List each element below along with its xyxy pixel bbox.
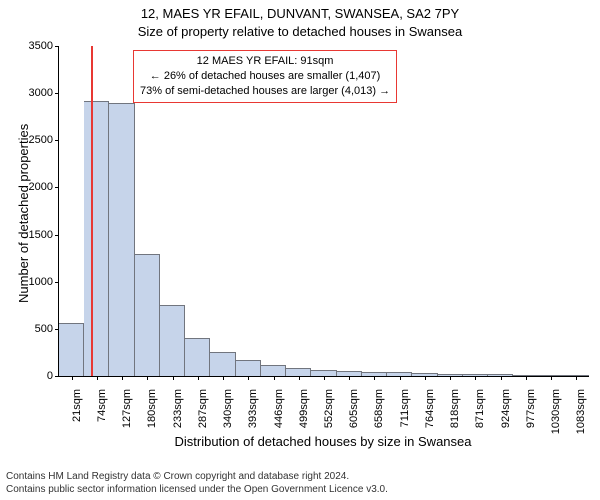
x-tick-mark — [299, 376, 300, 380]
chart-title-main: 12, MAES YR EFAIL, DUNVANT, SWANSEA, SA2… — [0, 6, 600, 21]
chart-title-sub: Size of property relative to detached ho… — [0, 24, 600, 39]
x-tick-mark — [173, 376, 174, 380]
x-tick-label: 74sqm — [96, 388, 108, 422]
x-tick-mark — [400, 376, 401, 380]
footer-line-1: Contains HM Land Registry data © Crown c… — [6, 471, 388, 484]
y-tick-mark — [55, 140, 59, 141]
x-tick-label: 340sqm — [222, 388, 234, 428]
x-tick-mark — [248, 376, 249, 380]
histogram-bar — [160, 305, 185, 376]
annotation-line: ← 26% of detached houses are smaller (1,… — [140, 69, 390, 84]
annotation-box: 12 MAES YR EFAIL: 91sqm← 26% of detached… — [133, 50, 397, 103]
x-tick-mark — [147, 376, 148, 380]
x-tick-label: 711sqm — [399, 388, 411, 427]
histogram-bar — [84, 101, 109, 376]
annotation-line: 73% of semi-detached houses are larger (… — [140, 84, 390, 99]
x-tick-label: 871sqm — [474, 388, 486, 428]
x-tick-label: 818sqm — [449, 388, 461, 428]
x-tick-label: 1083sqm — [575, 388, 587, 434]
x-tick-label: 658sqm — [373, 388, 385, 428]
y-tick-mark — [55, 93, 59, 94]
x-tick-mark — [274, 376, 275, 380]
x-tick-label: 127sqm — [121, 388, 133, 428]
footer-attribution: Contains HM Land Registry data © Crown c… — [6, 471, 388, 496]
x-tick-mark — [72, 376, 73, 380]
x-tick-mark — [576, 376, 577, 380]
x-tick-label: 233sqm — [172, 388, 184, 428]
footer-line-2: Contains public sector information licen… — [6, 484, 388, 497]
x-tick-mark — [450, 376, 451, 380]
y-tick-mark — [55, 376, 59, 377]
x-tick-mark — [122, 376, 123, 380]
chart-container: 12, MAES YR EFAIL, DUNVANT, SWANSEA, SA2… — [0, 0, 600, 500]
x-tick-mark — [526, 376, 527, 380]
y-tick-mark — [55, 46, 59, 47]
histogram-bar — [109, 103, 134, 376]
x-tick-mark — [349, 376, 350, 380]
histogram-bar — [59, 323, 84, 376]
annotation-line: 12 MAES YR EFAIL: 91sqm — [140, 54, 390, 69]
x-tick-mark — [324, 376, 325, 380]
x-tick-label: 287sqm — [197, 388, 209, 428]
x-axis-label: Distribution of detached houses by size … — [58, 434, 588, 449]
x-tick-mark — [501, 376, 502, 380]
marker-line — [91, 46, 93, 376]
x-tick-label: 21sqm — [71, 388, 83, 422]
x-tick-label: 393sqm — [247, 388, 259, 428]
x-tick-mark — [551, 376, 552, 380]
x-tick-label: 446sqm — [273, 388, 285, 428]
histogram-bar — [185, 338, 210, 376]
plot-area: 050010001500200025003000350021sqm74sqm12… — [58, 46, 589, 377]
x-tick-mark — [198, 376, 199, 380]
x-tick-label: 552sqm — [323, 388, 335, 428]
x-tick-label: 499sqm — [298, 388, 310, 428]
x-tick-label: 924sqm — [500, 388, 512, 428]
y-axis-label: Number of detached properties — [16, 124, 31, 303]
x-tick-label: 977sqm — [525, 388, 537, 428]
y-tick-mark — [55, 235, 59, 236]
histogram-bar — [210, 352, 235, 376]
x-tick-label: 180sqm — [146, 388, 158, 428]
x-tick-label: 605sqm — [348, 388, 360, 428]
x-tick-mark — [425, 376, 426, 380]
y-tick-mark — [55, 282, 59, 283]
histogram-bar — [286, 368, 311, 376]
y-tick-mark — [55, 187, 59, 188]
x-tick-mark — [374, 376, 375, 380]
histogram-bar — [236, 360, 261, 376]
histogram-bar — [261, 365, 286, 376]
x-tick-label: 1030sqm — [550, 388, 562, 434]
x-tick-mark — [223, 376, 224, 380]
x-tick-mark — [475, 376, 476, 380]
histogram-bar — [135, 254, 160, 376]
x-tick-label: 764sqm — [424, 388, 436, 428]
x-tick-mark — [97, 376, 98, 380]
